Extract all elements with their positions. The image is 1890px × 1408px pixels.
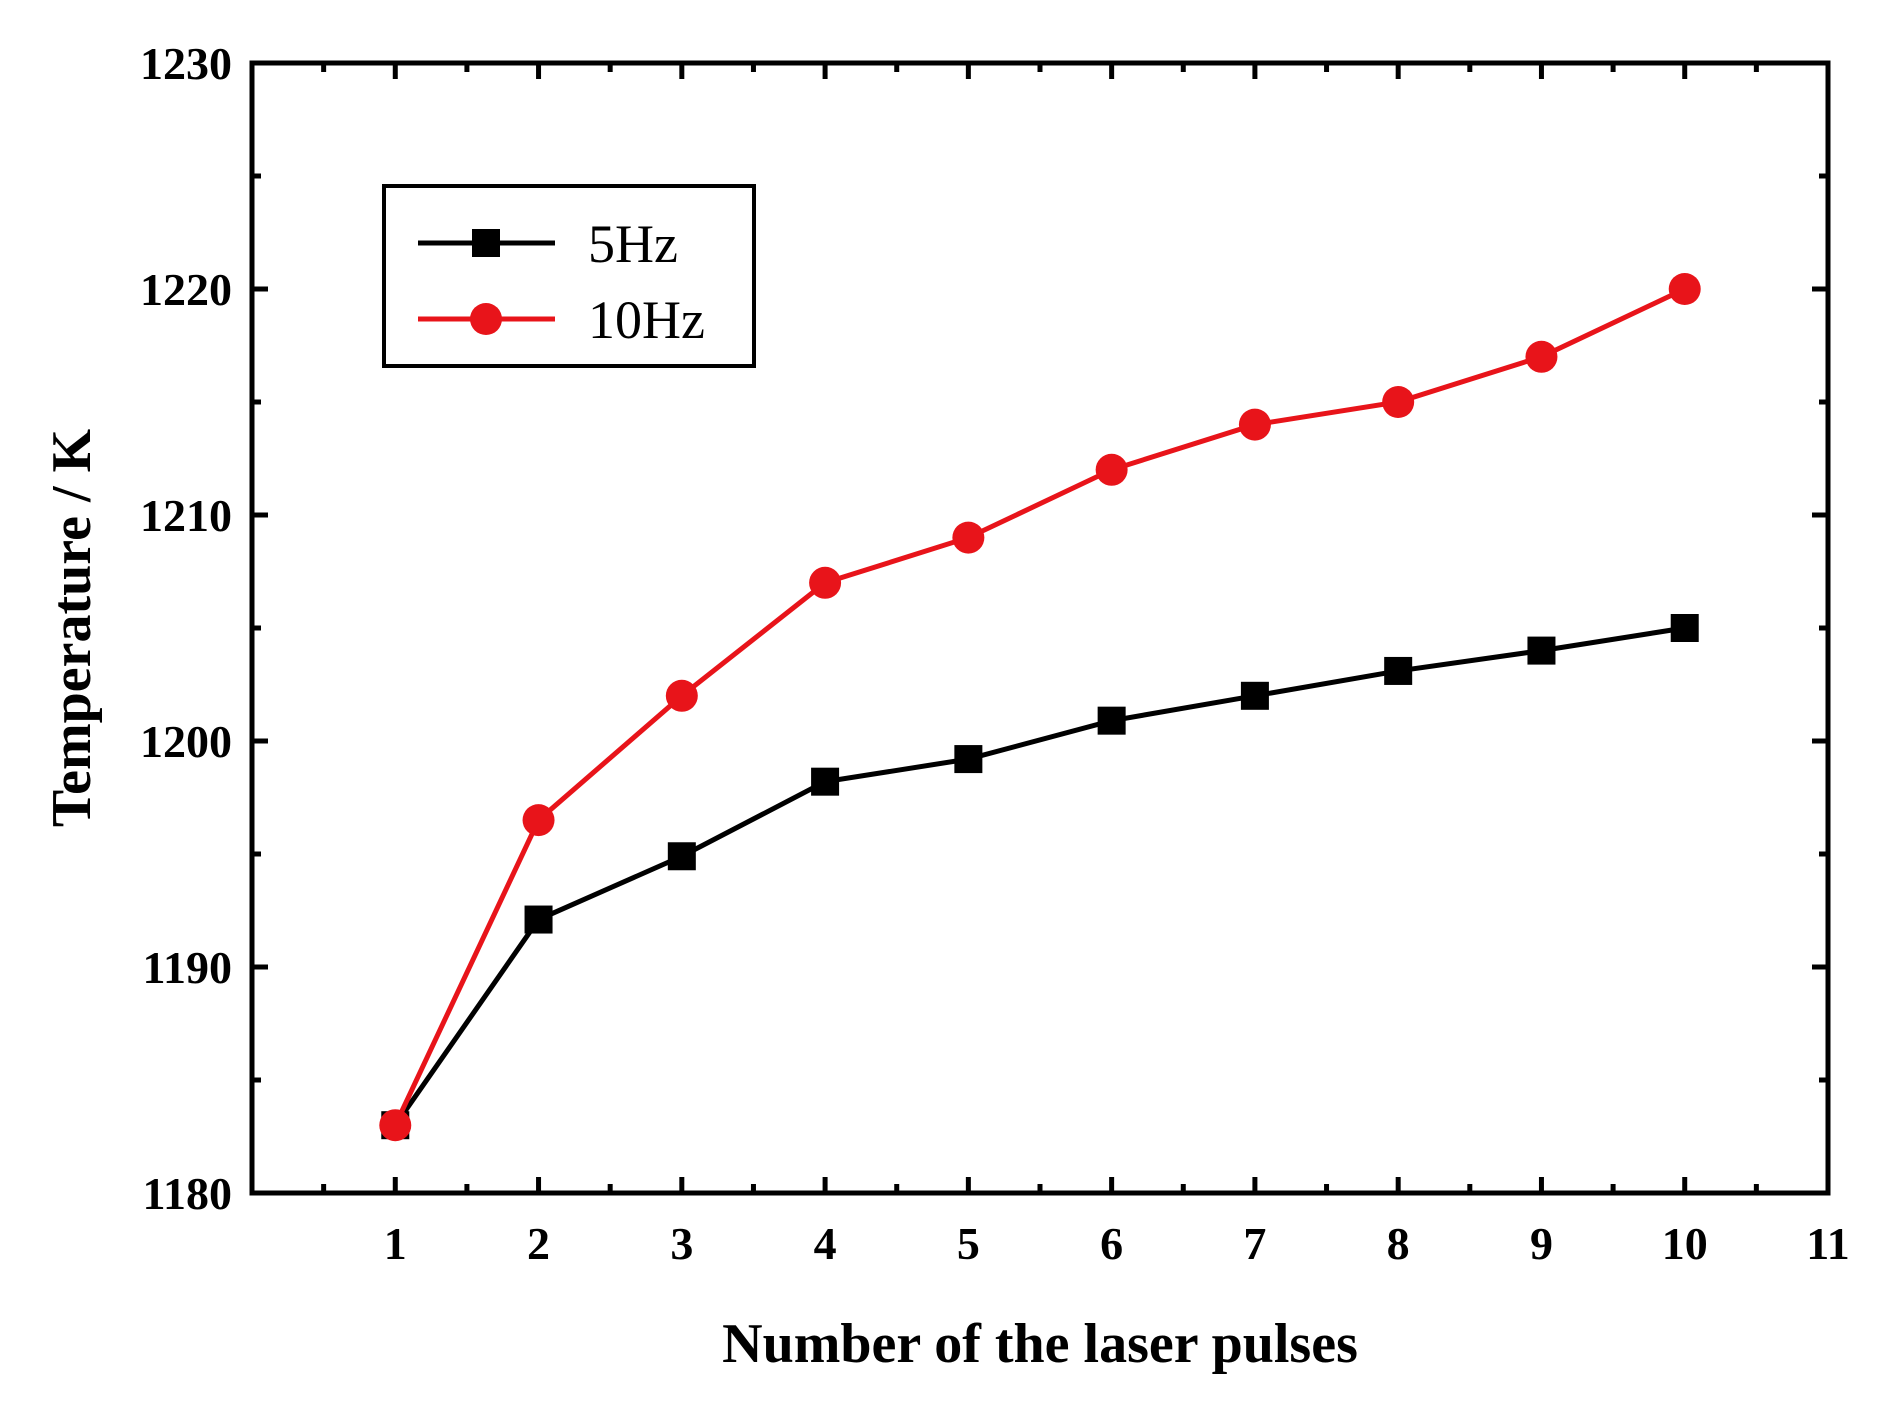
point-10Hz [379, 1109, 412, 1142]
legend-box [382, 184, 756, 368]
series-layer [379, 273, 1701, 1142]
point-10Hz [1238, 408, 1271, 441]
y-tick-label: 1230 [140, 38, 232, 89]
y-tick-label: 1190 [143, 942, 232, 993]
axes: 1 2 3 4 5 6 7 8 9 10 11 1180 1190 1200 1210 1220 1230 [140, 38, 1850, 1269]
point-10Hz [1668, 273, 1701, 305]
x-tick-label: 11 [1806, 1218, 1849, 1269]
x-tick-label: 9 [1530, 1218, 1553, 1269]
point-5Hz [667, 842, 696, 871]
point-5Hz [1240, 681, 1269, 710]
x-tick-label: 10 [1662, 1218, 1708, 1269]
point-10Hz [1095, 453, 1128, 486]
point-10Hz [1525, 340, 1558, 373]
series-line-5Hz [393, 625, 1686, 1127]
x-tick-label: 6 [1100, 1218, 1123, 1269]
x-axis-title: Number of the laser pulses [722, 1313, 1358, 1375]
y-tick-label: 1210 [140, 490, 232, 541]
point-10Hz [665, 679, 698, 712]
point-5Hz [811, 767, 840, 796]
y-tick-label: 1180 [143, 1168, 232, 1219]
series-line-10Hz [393, 286, 1686, 1127]
legend-marker-10Hz [470, 303, 502, 335]
legend-marker-5Hz [472, 229, 500, 257]
point-5Hz [1670, 614, 1699, 642]
y-axis-title: Temperature / K [41, 428, 103, 827]
series-5Hz [381, 614, 1699, 1140]
y-tick-label: 1220 [140, 264, 232, 315]
point-10Hz [809, 566, 842, 599]
point-10Hz [1382, 386, 1415, 418]
point-10Hz [952, 521, 985, 554]
x-tick-label: 4 [814, 1218, 837, 1269]
x-tick-label: 3 [670, 1218, 693, 1269]
point-5Hz [1527, 636, 1556, 665]
point-5Hz [954, 745, 983, 774]
x-tick-label: 2 [527, 1218, 550, 1269]
x-tick-label: 8 [1387, 1218, 1410, 1269]
point-5Hz [524, 905, 553, 934]
point-10Hz [522, 804, 555, 837]
x-tick-label: 7 [1243, 1218, 1266, 1269]
point-5Hz [1384, 656, 1413, 685]
series-10Hz [379, 273, 1701, 1142]
x-tick-label: 5 [957, 1218, 980, 1269]
legend-label-10Hz: 10Hz [588, 290, 705, 350]
x-tick-label: 1 [384, 1218, 407, 1269]
legend: 5Hz 10Hz [382, 184, 756, 368]
point-5Hz [1097, 706, 1126, 735]
legend-label-5Hz: 5Hz [588, 214, 678, 274]
y-tick-label: 1200 [140, 716, 232, 767]
